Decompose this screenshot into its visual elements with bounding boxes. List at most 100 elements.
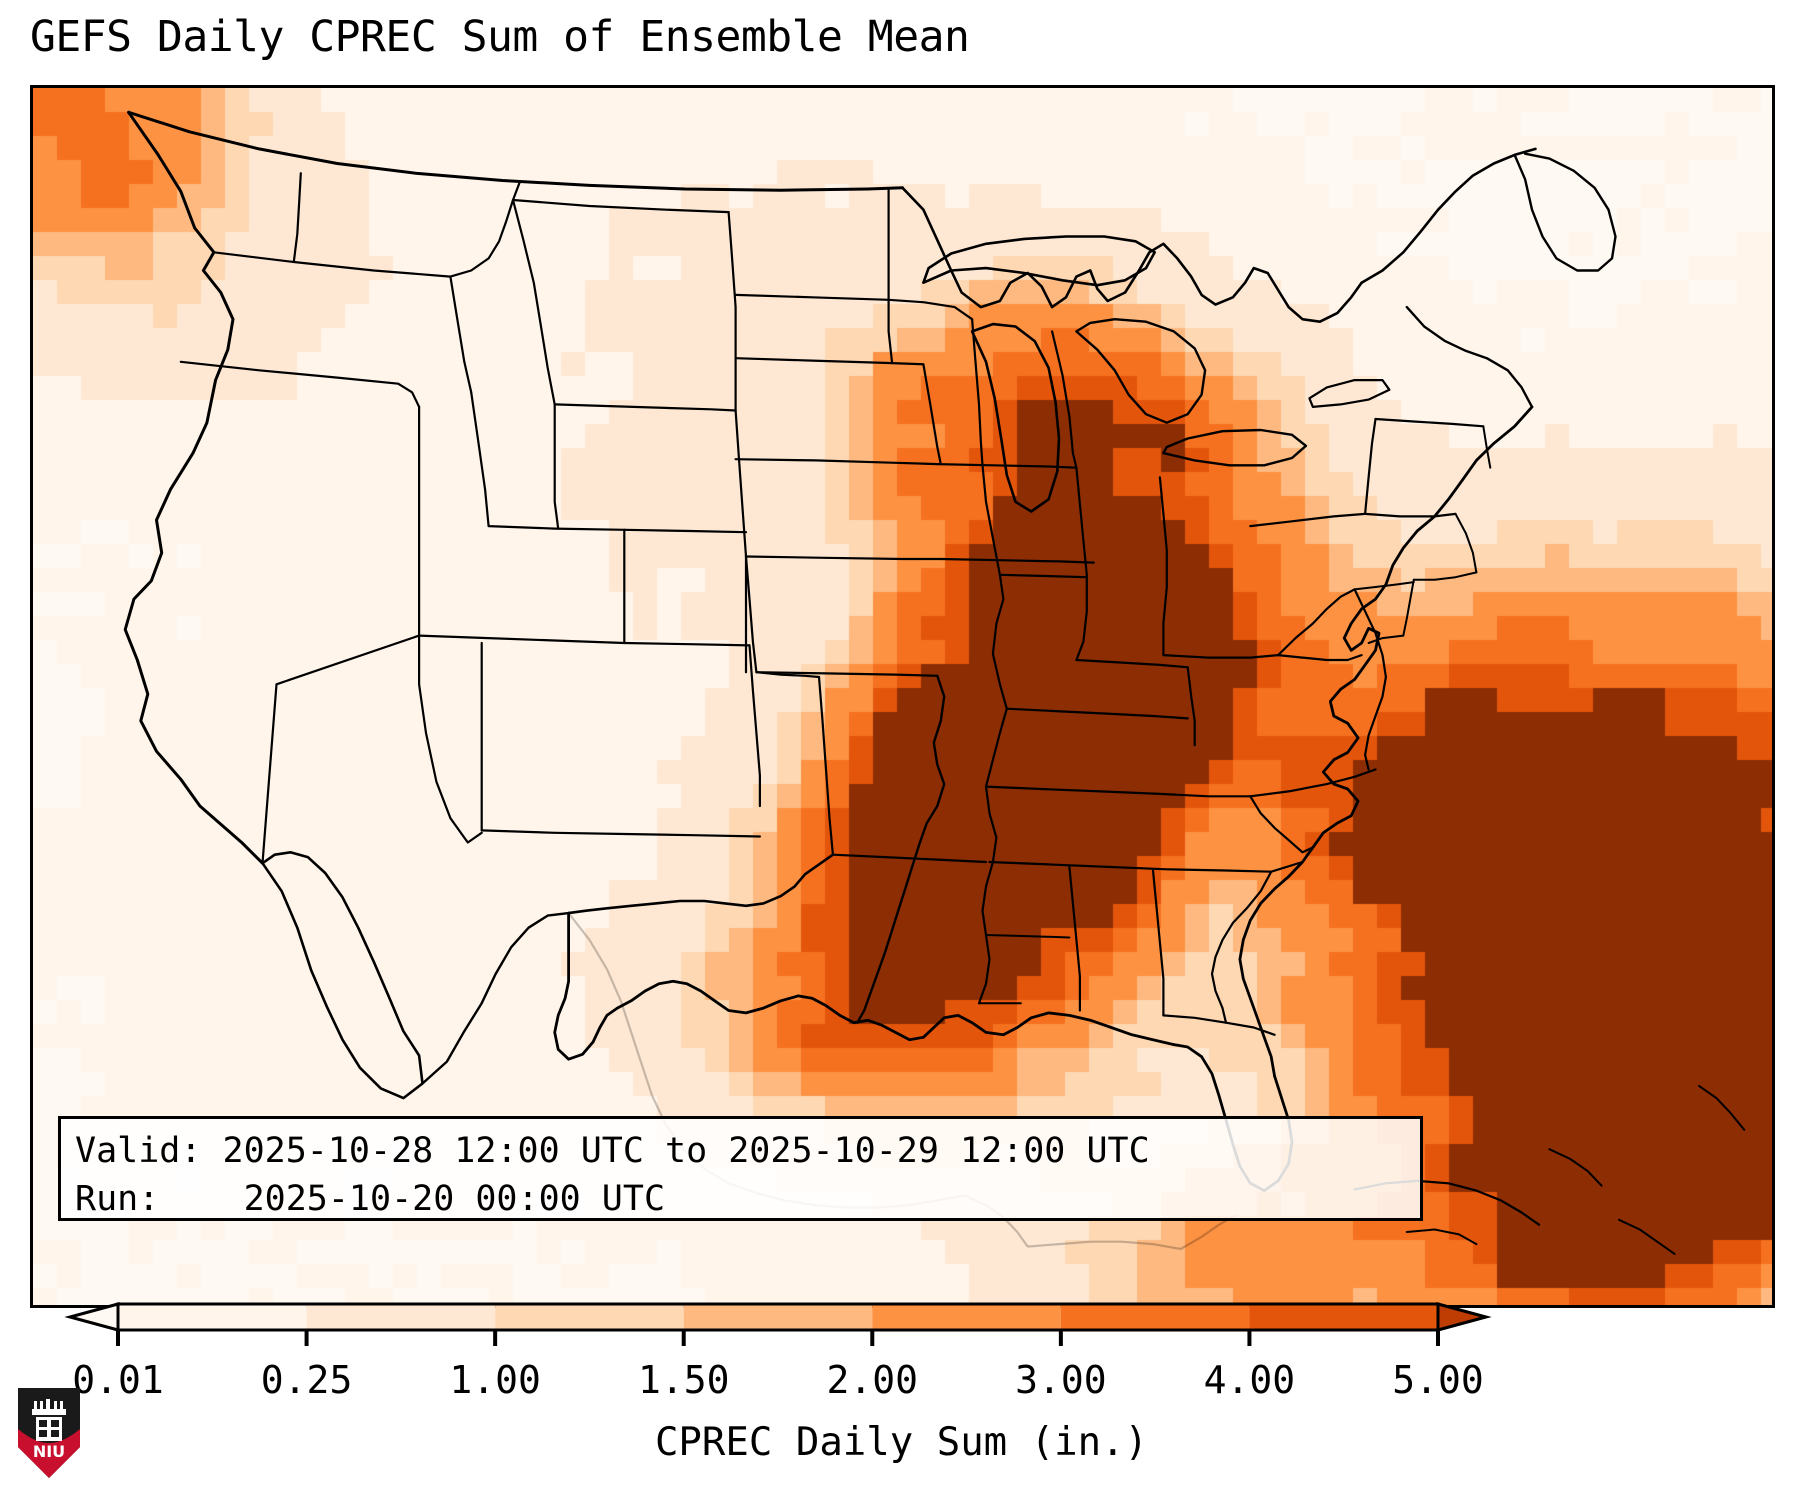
map-border-path xyxy=(734,458,939,466)
map-border-path xyxy=(985,934,1071,939)
colorbar-segment xyxy=(1060,1304,1250,1330)
map-border-path xyxy=(939,557,1095,564)
map-border-path xyxy=(1151,868,1165,1017)
run-time-line: Run: 2025-10-20 00:00 UTC xyxy=(75,1179,666,1219)
map-border-path xyxy=(480,829,761,838)
map-border-path xyxy=(970,322,1061,513)
map-border-path xyxy=(748,644,761,808)
map-border-path xyxy=(744,555,942,561)
map-border-path xyxy=(1454,512,1478,574)
map-border-path xyxy=(1210,870,1273,1024)
map-border-path xyxy=(1075,573,1088,662)
colorbar-tick-label: 0.25 xyxy=(260,1358,353,1402)
colorbar-segment xyxy=(872,1304,1061,1330)
map-border-path xyxy=(1353,581,1415,591)
map-border-path xyxy=(261,634,421,865)
colorbar-over-arrow xyxy=(1436,1302,1492,1332)
map-border-path xyxy=(922,363,942,466)
map-border-path xyxy=(734,357,925,366)
map-border-path xyxy=(887,298,974,321)
map-border-path xyxy=(988,860,1273,873)
map-border-path xyxy=(1405,1228,1478,1246)
map-border-path xyxy=(179,360,421,408)
niu-logo-text: NIU xyxy=(33,1442,65,1461)
map-border-path xyxy=(1405,305,1534,409)
map-border-path xyxy=(734,409,748,558)
map-border-path xyxy=(755,671,939,677)
map-border-path xyxy=(123,110,264,865)
map-border-path xyxy=(887,189,894,365)
map-border-path xyxy=(212,251,452,278)
map-border-path xyxy=(984,785,1252,798)
map-border-path xyxy=(831,853,988,864)
map-border-path xyxy=(977,707,1008,1005)
colorbar-axis-label: CPREC Daily Sum (in.) xyxy=(654,1420,1149,1465)
map-border-path xyxy=(1249,795,1314,854)
map-border-path xyxy=(449,180,521,278)
map-border-path xyxy=(418,634,626,645)
map-border-path xyxy=(856,674,946,1024)
map-border-path xyxy=(553,911,1176,1061)
map-border-path xyxy=(418,634,483,844)
map-border-path xyxy=(1618,1218,1676,1255)
map-border-path xyxy=(1051,330,1078,469)
colorbar-segment xyxy=(683,1304,873,1330)
map-border-path xyxy=(1162,654,1280,659)
map-border-path xyxy=(292,172,302,264)
map-border-path xyxy=(553,403,560,530)
colorbar-tick-label: 1.00 xyxy=(449,1358,541,1402)
colorbar-tick-label: 5.00 xyxy=(1392,1358,1484,1402)
colorbar-segment xyxy=(1249,1304,1438,1330)
map-boundaries-overlay xyxy=(123,110,1746,1255)
map-border-path xyxy=(1075,318,1207,424)
forecast-info-box: Valid: 2025-10-28 12:00 UTC to 2025-10-2… xyxy=(58,1116,1423,1221)
map-border-path xyxy=(981,464,1008,710)
colorbar-outline xyxy=(116,1302,1440,1332)
map-border-path xyxy=(922,235,1156,287)
colorbar-tick-labels: 0.01 0.25 1.00 1.50 2.00 3.00 4.00 5.00 xyxy=(0,1358,1803,1410)
map-border-path xyxy=(421,911,570,1085)
map-border-path xyxy=(1548,1148,1603,1187)
map-border-path xyxy=(1075,466,1088,576)
map-border-path xyxy=(1249,768,1377,798)
colorbar xyxy=(0,1300,1803,1360)
map-border-path xyxy=(1698,1084,1746,1131)
map-border-path xyxy=(901,186,1363,323)
niu-logo: NIU xyxy=(18,1388,80,1478)
map-border-path xyxy=(971,318,984,467)
map-border-path xyxy=(727,211,737,412)
map-border-path xyxy=(553,403,737,412)
map-border-path xyxy=(1186,666,1196,747)
map-border-path xyxy=(1005,707,1189,720)
precipitation-heatmap xyxy=(33,88,1772,1305)
map-border-path xyxy=(1277,654,1363,662)
map-border-path xyxy=(1270,860,1304,873)
colorbar-tick-label: 1.50 xyxy=(637,1358,730,1402)
map-border-path xyxy=(1075,658,1189,669)
map-border-path xyxy=(623,528,748,534)
map-border-path xyxy=(1068,865,1081,1012)
map-border-path xyxy=(1360,147,1537,284)
map-border-path xyxy=(1364,417,1377,515)
colorbar-tick-label: 4.00 xyxy=(1203,1358,1296,1402)
map-border-path xyxy=(261,851,424,1100)
colorbar-segment xyxy=(118,1304,307,1330)
colorbar-tick-label: 3.00 xyxy=(1015,1358,1107,1402)
map-border-path xyxy=(1482,425,1492,469)
valid-time-line: Valid: 2025-10-28 12:00 UTC to 2025-10-2… xyxy=(75,1131,1150,1171)
colorbar-under-arrow xyxy=(64,1302,120,1332)
page-title: GEFS Daily CPREC Sum of Ensemble Mean xyxy=(30,12,970,62)
map-border-path xyxy=(817,675,834,856)
map-border-path xyxy=(623,641,751,647)
map-border-path xyxy=(1374,417,1485,428)
map-border-path xyxy=(1412,571,1478,581)
map-border-path xyxy=(470,391,626,531)
map-border-path xyxy=(1277,588,1356,657)
map-border-path xyxy=(1162,428,1308,467)
colorbar-tick-label: 2.00 xyxy=(826,1358,919,1402)
map-border-path xyxy=(449,275,473,394)
map-border-path xyxy=(1402,578,1415,637)
colorbar-segment xyxy=(306,1304,496,1330)
map-border-path xyxy=(567,853,835,915)
map-border-path xyxy=(1238,405,1534,1078)
